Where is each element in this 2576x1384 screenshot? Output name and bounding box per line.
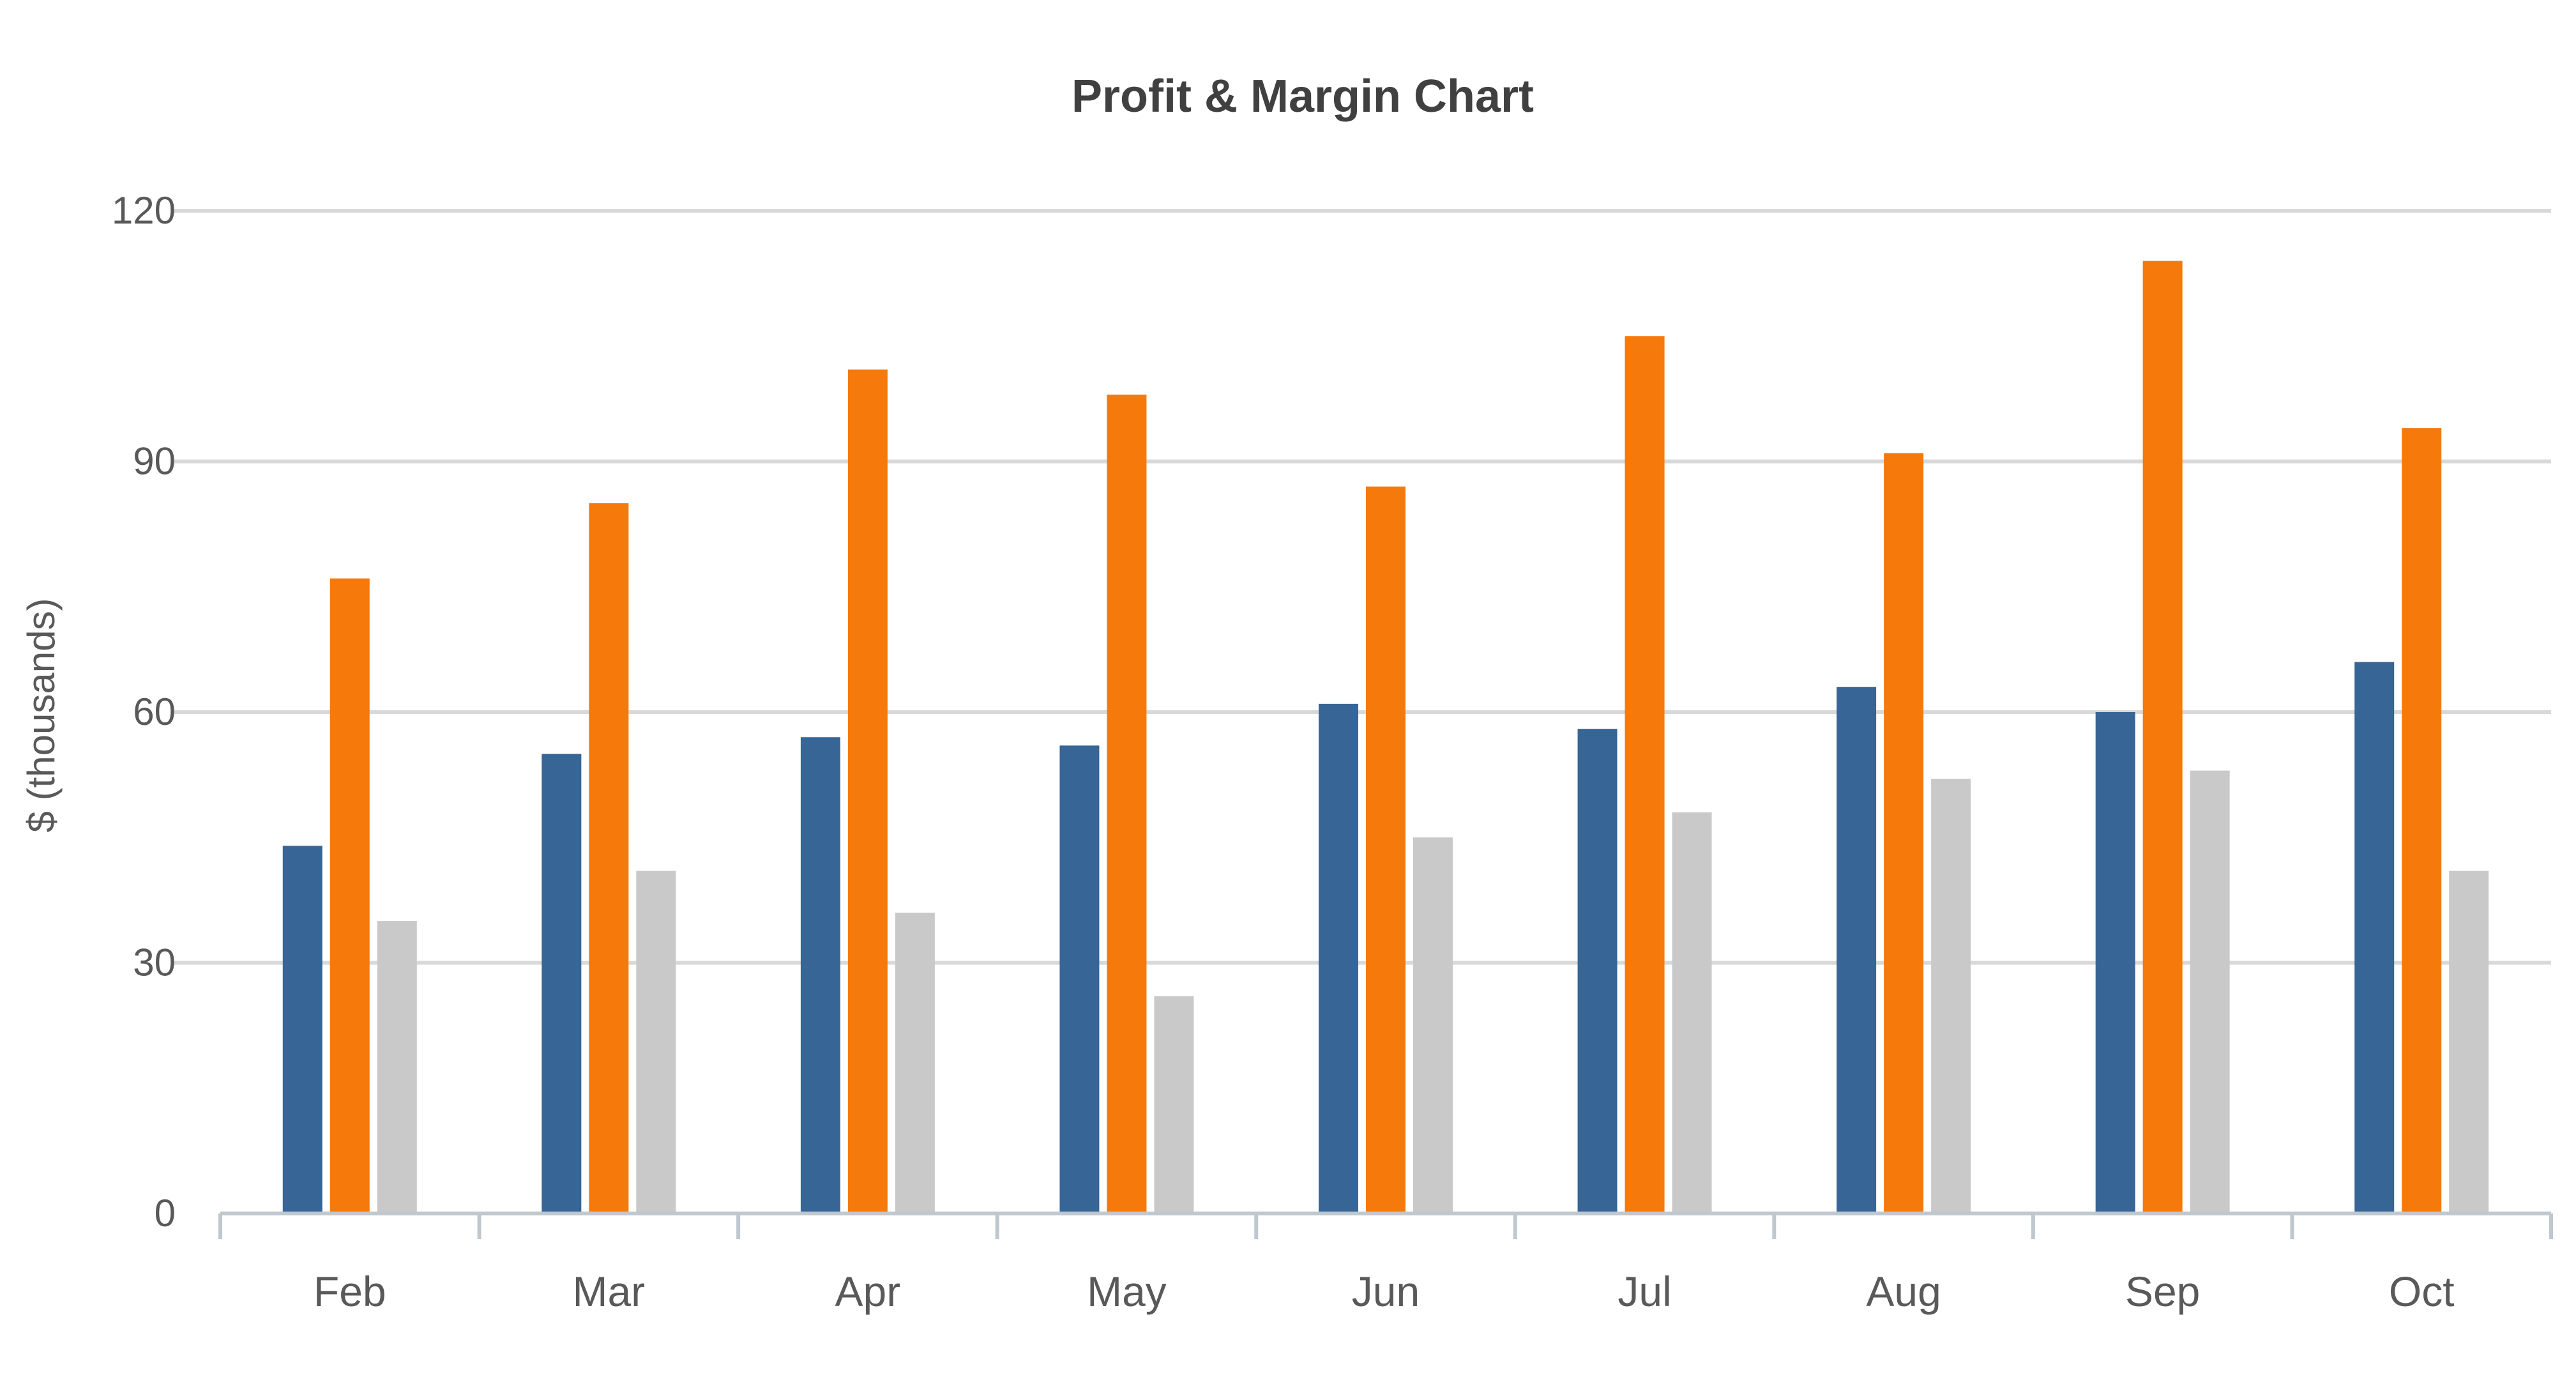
y-tick-label: 0 [155,1192,176,1235]
bars [282,261,2489,1214]
bar-apr-series-3 [895,913,935,1213]
bar-jun-series-1 [1319,703,1358,1213]
x-tick-label-mar: Mar [572,1268,645,1315]
bar-oct-series-1 [2354,662,2395,1213]
bar-may-series-1 [1059,745,1100,1213]
bar-apr-series-2 [847,369,888,1214]
bar-apr-series-1 [800,737,840,1213]
x-tick-label-jun: Jun [1352,1268,1420,1315]
x-tick-labels: Feb Mar Apr May Jun Jul Aug Sep Oct [314,1268,2455,1315]
x-tick-label-jul: Jul [1618,1268,1671,1315]
bar-aug-series-2 [1884,453,1924,1213]
bar-jul-series-1 [1577,729,1618,1213]
y-axis-label: $ (thousands) [20,598,63,833]
y-tick-label: 90 [133,440,176,483]
bar-oct-series-3 [2449,871,2489,1213]
bar-jun-series-2 [1366,486,1405,1213]
bar-jun-series-3 [1413,837,1453,1213]
bar-jul-series-2 [1625,336,1665,1213]
x-tick-label-may: May [1087,1268,1167,1315]
y-tick-label: 120 [112,189,176,232]
bar-mar-series-3 [636,871,676,1213]
x-tick-label-oct: Oct [2389,1268,2455,1315]
bar-may-series-2 [1107,394,1147,1214]
x-tick-label-sep: Sep [2125,1268,2200,1315]
bar-jul-series-3 [1672,812,1712,1213]
bar-sep-series-3 [2190,770,2230,1213]
chart-title: Profit & Margin Chart [1072,71,1534,122]
y-tick-label: 30 [133,941,176,984]
y-tick-labels: 0 30 60 90 120 [112,189,176,1235]
x-tick-label-apr: Apr [835,1268,901,1315]
bar-aug-series-1 [1837,687,1877,1213]
x-tick-label-feb: Feb [314,1268,386,1315]
bar-feb-series-2 [330,578,370,1213]
bar-mar-series-2 [589,503,629,1213]
bar-aug-series-3 [1931,779,1971,1213]
bar-feb-series-3 [377,921,417,1213]
bar-sep-series-1 [2095,712,2135,1213]
y-tick-label: 60 [133,690,176,733]
bar-mar-series-1 [542,754,582,1213]
bar-feb-series-1 [282,846,322,1213]
bar-oct-series-2 [2402,428,2442,1213]
x-tick-label-aug: Aug [1866,1268,1941,1315]
bar-may-series-3 [1154,996,1194,1213]
bar-sep-series-2 [2142,261,2183,1213]
x-axis [218,1212,2553,1239]
